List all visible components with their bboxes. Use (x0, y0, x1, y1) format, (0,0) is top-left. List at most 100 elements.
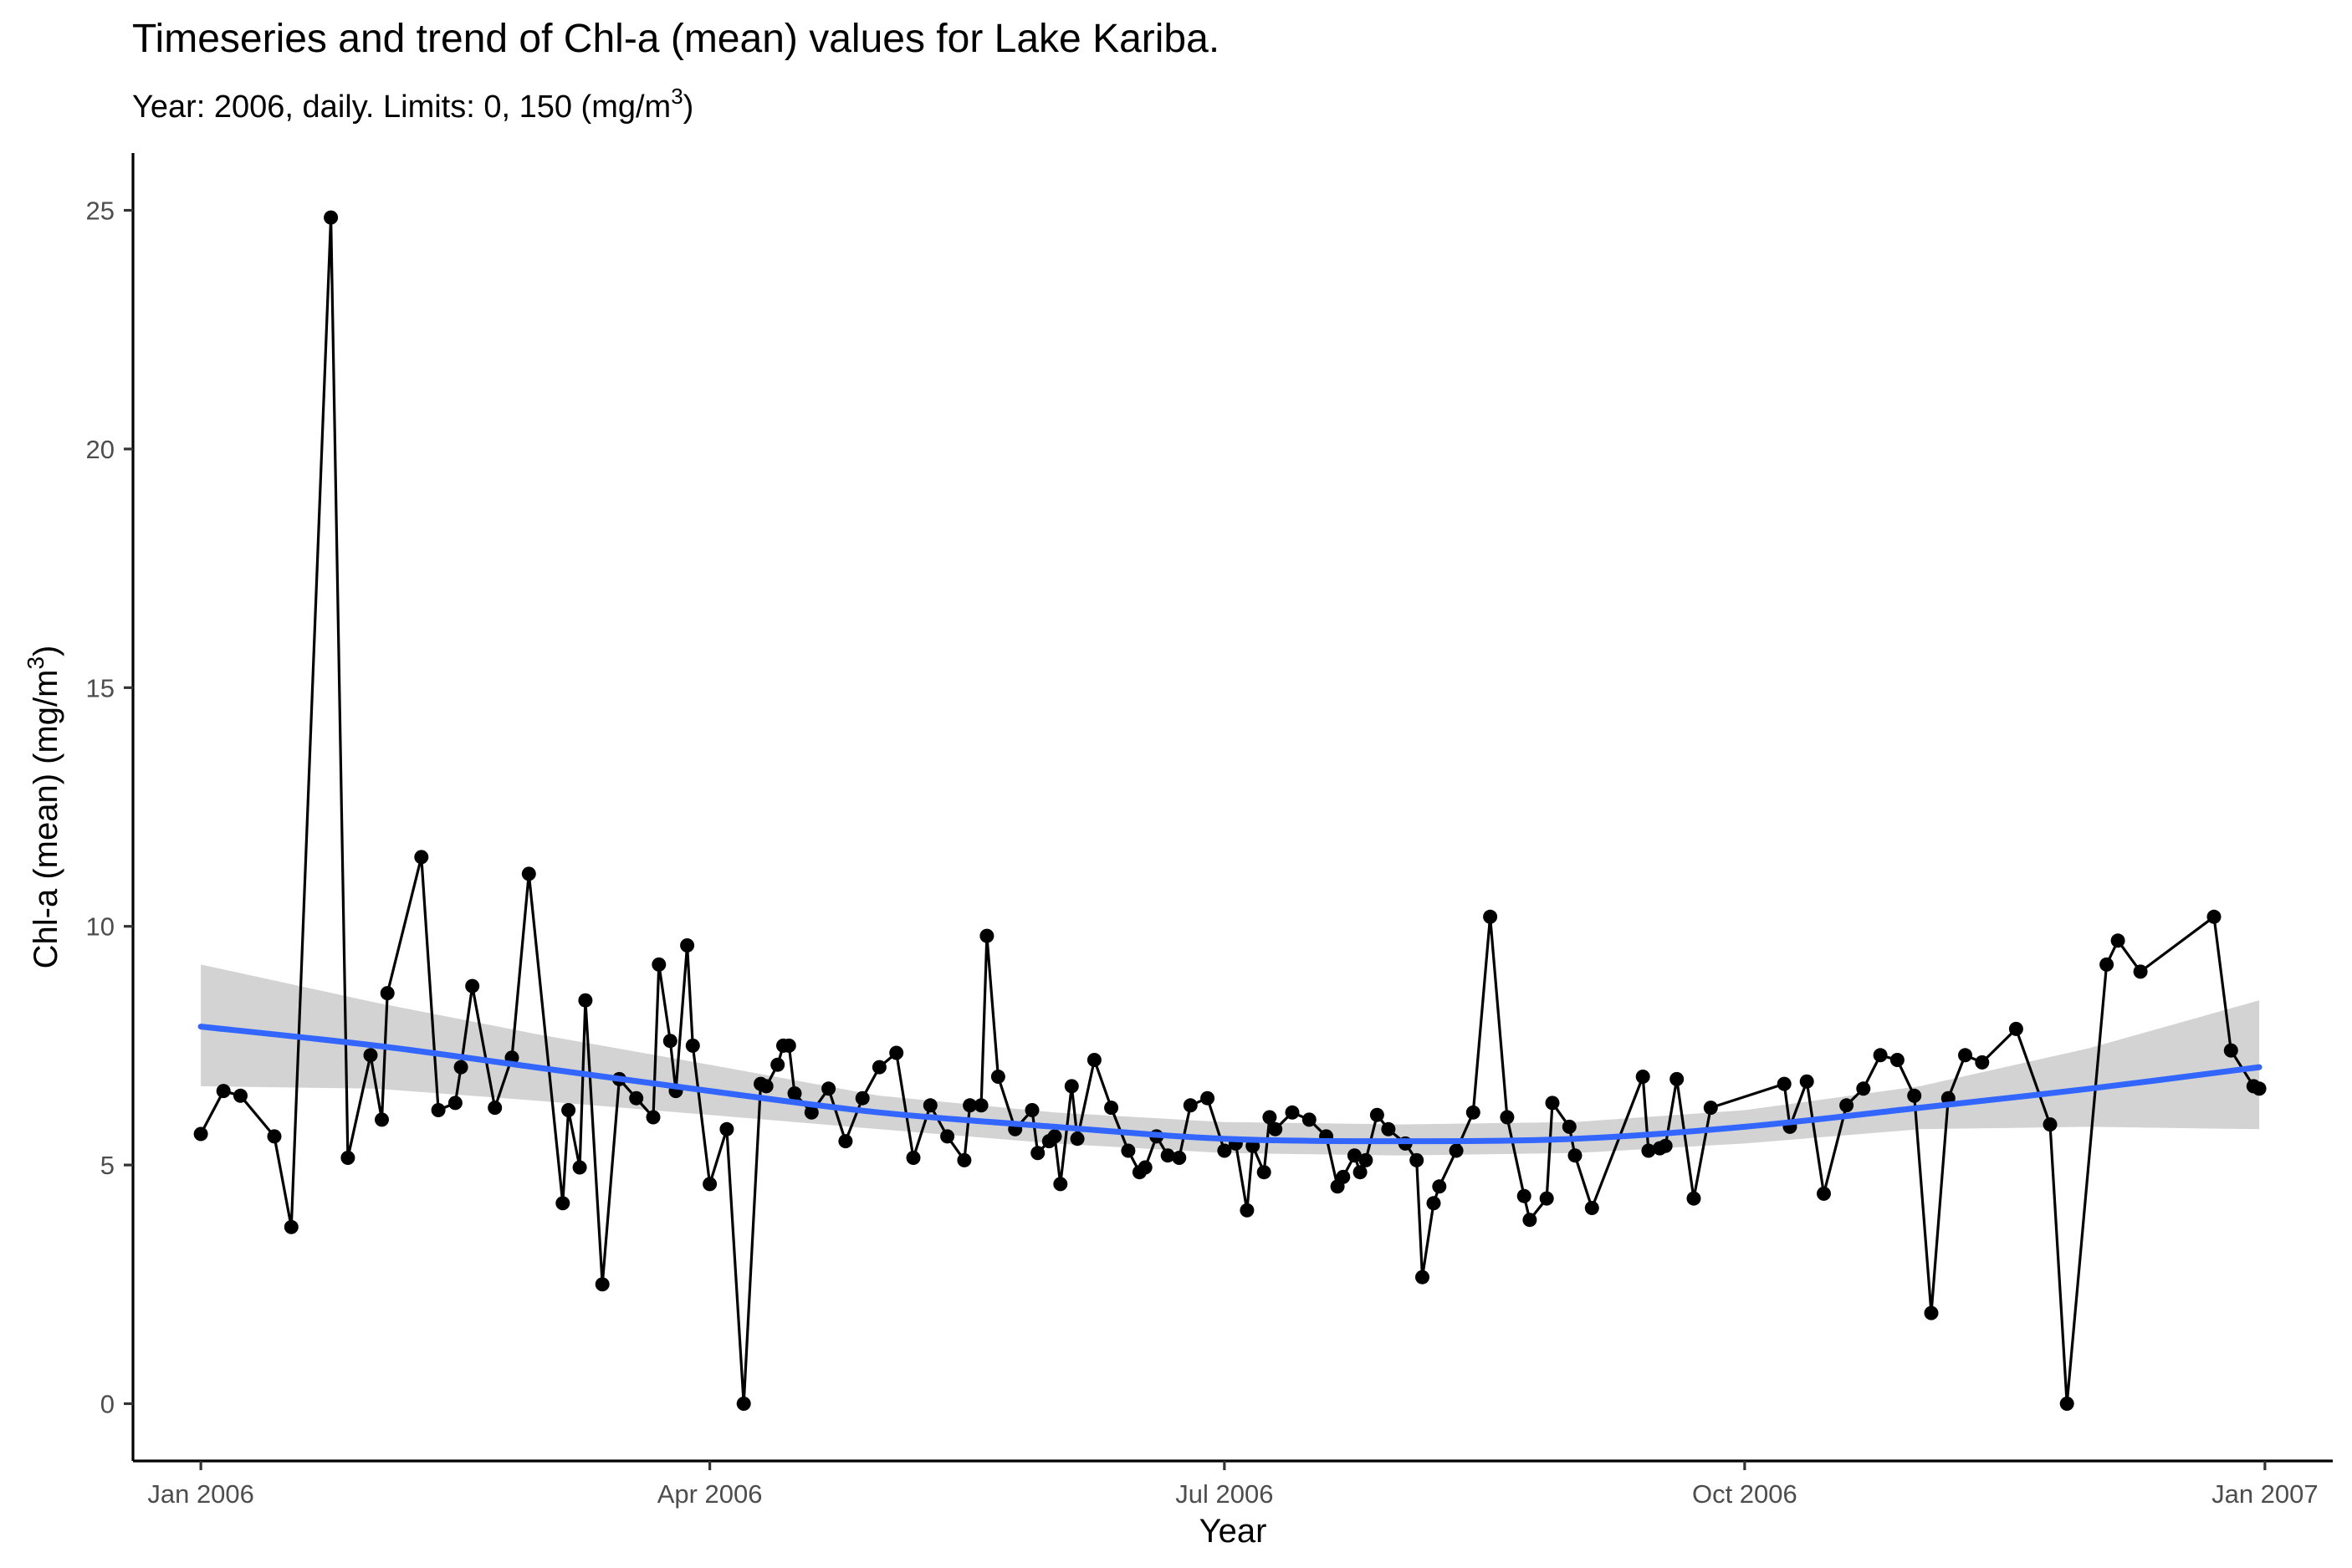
data-point (1047, 1129, 1062, 1144)
data-point (2110, 933, 2125, 948)
x-axis-title: Year (1199, 1513, 1267, 1550)
y-tick-label: 20 (86, 435, 115, 464)
data-point (1256, 1165, 1271, 1180)
data-point (595, 1277, 610, 1292)
data-point (267, 1129, 282, 1144)
data-point (578, 993, 593, 1008)
data-point (923, 1098, 938, 1113)
data-point (2008, 1021, 2023, 1036)
data-point (940, 1129, 955, 1144)
data-point (1539, 1191, 1554, 1206)
data-point (1262, 1110, 1277, 1125)
data-point (233, 1088, 248, 1103)
x-axis-ticks: Jan 2006 Apr 2006 Jul 2006 Oct 2006 Jan 2007 (147, 1461, 2319, 1509)
x-tick-label: Apr 2006 (657, 1479, 763, 1509)
data-point (1064, 1079, 1079, 1094)
x-tick-label: Jan 2006 (147, 1479, 254, 1509)
y-tick-label: 25 (86, 196, 115, 225)
data-point (363, 1048, 378, 1063)
data-point (1777, 1076, 1792, 1091)
data-point (2223, 1043, 2238, 1058)
data-point (1240, 1203, 1255, 1218)
data-point (1975, 1055, 1990, 1070)
y-tick-label: 0 (100, 1390, 115, 1419)
data-point (521, 866, 536, 881)
data-point (1087, 1053, 1102, 1067)
subtitle-text: Year: 2006, daily. Limits: 0, 150 (mg/m (132, 89, 671, 125)
data-point (1432, 1179, 1447, 1194)
data-point (431, 1103, 446, 1117)
data-point (759, 1079, 774, 1094)
data-point (1183, 1098, 1198, 1113)
data-point (1562, 1119, 1577, 1134)
data-point (736, 1397, 751, 1411)
data-point (1301, 1112, 1317, 1127)
data-point (781, 1038, 796, 1053)
data-point (680, 938, 695, 953)
data-point (284, 1219, 299, 1234)
data-point (719, 1121, 734, 1136)
trend-line-layer (197, 1024, 2263, 1145)
data-point (1070, 1131, 1085, 1147)
data-point (324, 210, 339, 225)
data-point (787, 1086, 802, 1101)
data-point (1584, 1201, 1599, 1215)
data-point (1500, 1110, 1515, 1125)
data-point (1138, 1160, 1153, 1175)
data-point (1347, 1148, 1362, 1163)
y-axis-title: Chl-a (mean) (mg/m3) (23, 646, 64, 969)
data-point (488, 1101, 503, 1116)
plot-area (193, 210, 2267, 1411)
data-point (1358, 1152, 1373, 1167)
data-point (1567, 1148, 1582, 1163)
data-point (1516, 1188, 1531, 1203)
data-point (629, 1090, 644, 1106)
data-point (2133, 964, 2148, 979)
points-layer (193, 210, 2267, 1411)
y-tick-label: 15 (86, 673, 115, 702)
data-point (555, 1196, 570, 1211)
data-point (652, 957, 667, 972)
y-axis-title-close: ) (28, 646, 64, 656)
data-point (1030, 1146, 1046, 1161)
y-axis-title-text: Chl-a (mean) (mg/m (28, 670, 64, 969)
data-point (1686, 1191, 1701, 1206)
data-point (685, 1038, 700, 1053)
y-axis-ticks: 0 5 10 15 20 25 (86, 196, 133, 1419)
data-point (1483, 909, 1498, 924)
data-point (1907, 1088, 1922, 1103)
data-point (2206, 909, 2222, 924)
data-point (1381, 1121, 1396, 1136)
data-point (2043, 1117, 2058, 1132)
subtitle-superscript: 3 (671, 84, 683, 109)
data-point (561, 1103, 576, 1117)
data-point (2252, 1081, 2267, 1096)
trend-line (197, 1024, 2263, 1145)
data-point (1658, 1138, 1673, 1153)
x-tick-label: Jan 2007 (2211, 1479, 2319, 1509)
data-point (1799, 1074, 1814, 1089)
data-point (1817, 1186, 1831, 1201)
data-point (572, 1160, 587, 1175)
data-point (1839, 1098, 1854, 1113)
data-point (804, 1105, 819, 1120)
series-line (199, 216, 2260, 1406)
data-point (963, 1098, 978, 1113)
data-point (1426, 1196, 1441, 1211)
data-point (2099, 957, 2114, 972)
data-point (1336, 1169, 1351, 1184)
data-point (974, 1098, 989, 1113)
chart-title: Timeseries and trend of Chl-a (mean) val… (132, 17, 1219, 61)
data-point (1121, 1143, 1136, 1158)
data-point (855, 1090, 870, 1106)
data-point (1635, 1070, 1650, 1084)
data-point (1268, 1121, 1283, 1136)
data-point (1958, 1048, 1972, 1063)
data-point (1465, 1105, 1480, 1120)
data-point (1200, 1090, 1215, 1106)
y-axis-title-superscript: 3 (23, 656, 49, 670)
data-point (453, 1060, 468, 1075)
data-point (340, 1151, 355, 1165)
trend-confidence-band (201, 964, 2260, 1156)
